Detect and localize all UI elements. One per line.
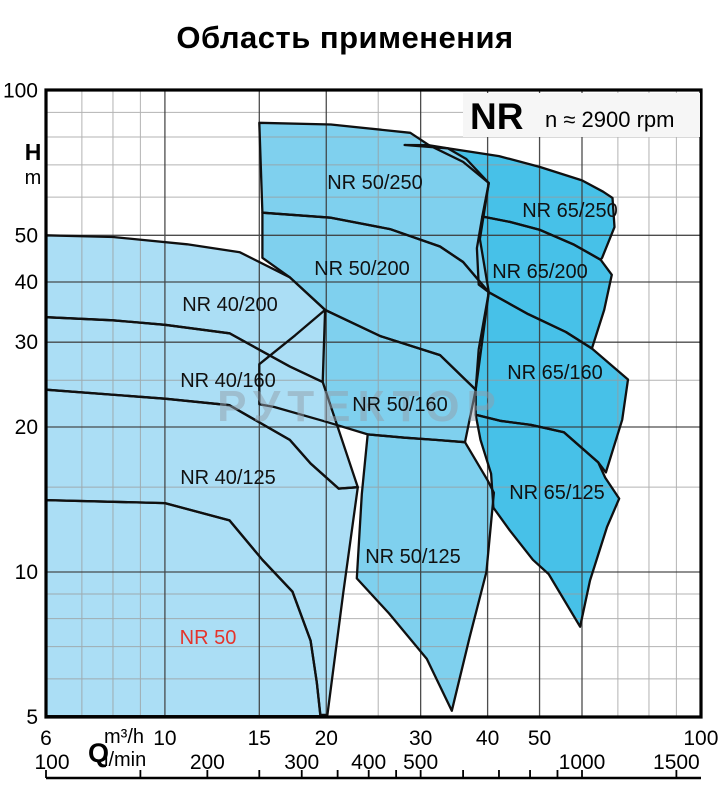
x-axis-unit-top: m³/h	[104, 726, 144, 748]
region-outline-nr-50-125	[355, 433, 496, 712]
y-tick-label: 20	[15, 416, 38, 439]
y-tick-label: 40	[15, 271, 38, 294]
region-outlines	[44, 121, 630, 718]
x-tick-m3h: 40	[476, 727, 499, 750]
x-axis: 6 10 15 20 30 40 50 100 100 200 300 400 500 1000 1500 Q…	[34, 726, 718, 774]
y-tick-label: 50	[15, 224, 38, 247]
region-fill-nr-40-200	[46, 235, 326, 382]
x-tick-lmin: 500	[403, 751, 438, 774]
region-fill-nr-40-125	[46, 389, 358, 715]
y-axis: 5 10 20 30 40 50 100 Hm	[3, 79, 41, 729]
x-tick-lmin: 400	[351, 751, 386, 774]
region-outline-nr-65-200	[475, 215, 613, 350]
x-tick-lmin: 200	[190, 751, 225, 774]
region-label-nr-65-250: NR 65/250	[522, 200, 618, 222]
plot-border	[44, 88, 703, 719]
region-label-nr-50-125: NR 50/125	[365, 546, 461, 568]
x-tick-lmin: 1000	[559, 751, 606, 774]
region-label-nr-65-125: NR 65/125	[509, 482, 605, 504]
grid-minor	[46, 90, 701, 717]
y-axis-unit: m	[25, 167, 42, 189]
y-tick-label: 5	[26, 706, 38, 729]
x-tick-m3h: 30	[409, 727, 432, 750]
y-tick-label: 30	[15, 331, 38, 354]
x-tick-m3h: 20	[315, 727, 338, 750]
x-tick-lmin: 1500	[653, 751, 700, 774]
region-fill-nr-50	[46, 500, 321, 717]
region-label-nr-50-160: NR 50/160	[352, 394, 448, 416]
region-label-nr-50-200: NR 50/200	[314, 258, 410, 280]
model-badge: NR n ≈ 2900 rpm	[463, 93, 700, 137]
x-tick-m3h: 50	[528, 727, 551, 750]
y-tick-label: 100	[3, 79, 38, 102]
x-tick-m3h: 15	[248, 727, 271, 750]
region-fill-nr-50-200	[262, 212, 489, 390]
x-tick-m3h: 6	[40, 727, 52, 750]
x-tick-lmin: 300	[284, 751, 319, 774]
region-label-nr-65-160: NR 65/160	[507, 362, 603, 384]
badge-model: NR	[470, 96, 523, 137]
x-tick-m3h: 100	[683, 727, 718, 750]
region-label-nr-40-160: NR 40/160	[180, 370, 276, 392]
region-label-nr-50: NR 50	[180, 627, 237, 649]
region-fill-nr-65-125	[475, 414, 620, 627]
region-label-nr-65-200: NR 65/200	[492, 261, 588, 283]
region-fill-nr-65-250	[404, 145, 615, 260]
y-tick-label: 10	[15, 561, 38, 584]
watermark: РУТЕКТОР	[217, 382, 503, 431]
badge-speed: n ≈ 2900 rpm	[545, 107, 674, 132]
x-tick-lmin: 100	[34, 751, 69, 774]
page-title: Область применения	[176, 20, 514, 55]
region-fill-nr-40-160	[46, 317, 358, 489]
region-label-nr-40-125: NR 40/125	[180, 467, 276, 489]
lmin-ruler	[45, 770, 701, 780]
region-labels: NR 65/250 NR 65/200 NR 65/160 NR 65/125 NR 5…	[180, 172, 618, 649]
region-label-nr-50-250: NR 50/250	[327, 172, 423, 194]
x-tick-m3h: 10	[153, 727, 176, 750]
x-axis-unit-bottom: l/min	[104, 749, 146, 771]
x-axis-label: Q	[88, 738, 109, 768]
y-axis-label: H	[25, 139, 42, 165]
region-label-nr-40-200: NR 40/200	[182, 294, 278, 316]
